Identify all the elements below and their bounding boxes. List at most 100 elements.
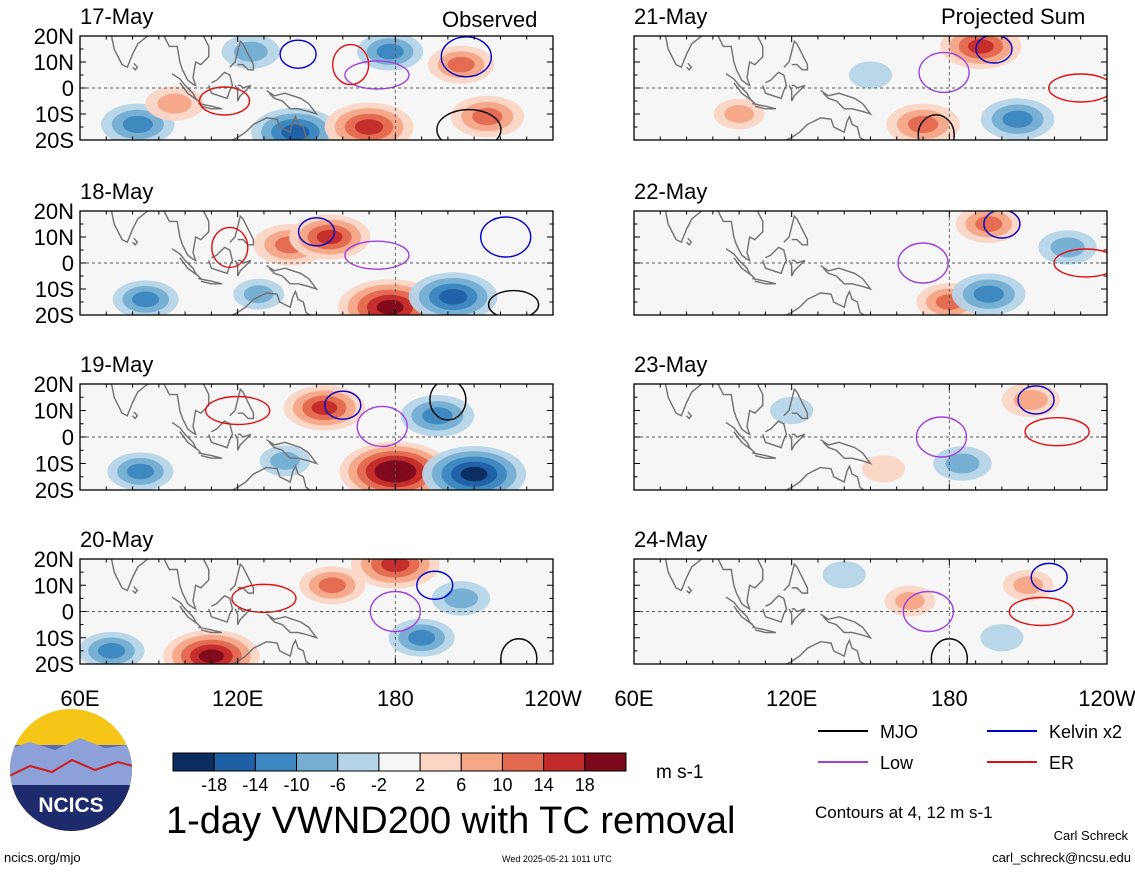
y-tick-label: 20N xyxy=(34,547,74,572)
y-tick-label: 0 xyxy=(62,425,74,450)
colorbar-tick-label: -6 xyxy=(330,775,346,795)
contour-kelvin-x2 xyxy=(297,217,336,247)
colorbar-tick-label: 14 xyxy=(534,775,554,795)
coastline xyxy=(229,387,255,420)
coastline xyxy=(725,73,756,105)
site-url[interactable]: ncics.org/mjo xyxy=(4,850,81,865)
map-panel-17-May xyxy=(80,36,553,140)
anomaly-blob xyxy=(443,588,479,609)
colorbar-swatch xyxy=(543,752,586,772)
coastline xyxy=(686,237,693,246)
observed-label: Observed xyxy=(442,7,538,32)
coastline xyxy=(266,439,319,465)
contour-er xyxy=(211,226,249,269)
coastline xyxy=(752,626,777,634)
colorbar-swatch xyxy=(337,752,380,772)
coastline xyxy=(230,289,312,315)
coastline xyxy=(725,421,756,454)
anomaly-blob xyxy=(1013,576,1043,595)
coastline xyxy=(230,464,312,490)
contour-low xyxy=(918,51,970,94)
ncics-logo: NCICS xyxy=(10,709,132,831)
projected-label: Projected Sum xyxy=(941,4,1086,29)
anomaly-blob xyxy=(281,124,310,140)
anomaly-blob xyxy=(1013,389,1048,410)
y-tick-label: 20S xyxy=(35,128,74,153)
coastline xyxy=(234,608,252,625)
coastline xyxy=(234,259,252,277)
contour-kelvin-x2 xyxy=(975,36,1013,64)
contour-kelvin-x2 xyxy=(983,211,1021,239)
coastline xyxy=(132,62,139,71)
legend-label: Low xyxy=(880,753,914,773)
anomaly-blob xyxy=(472,108,503,126)
map-panel-24-May xyxy=(634,559,1107,664)
panel-date-label: 23-May xyxy=(634,352,707,377)
author-email[interactable]: carl_schreck@ncsu.edu xyxy=(992,850,1131,865)
coastline xyxy=(198,626,223,634)
colorbar-tick-label: 18 xyxy=(575,775,595,795)
contour-er xyxy=(204,395,271,426)
colorbar-tick-label: 2 xyxy=(415,775,425,795)
anomaly-blob xyxy=(122,115,153,133)
contour-mjo xyxy=(436,108,502,140)
coastline xyxy=(725,596,756,628)
anomaly-blob xyxy=(243,285,274,304)
anomaly-blob xyxy=(132,291,160,308)
anomaly-blob xyxy=(198,649,224,663)
coastline xyxy=(686,62,693,71)
y-tick-label: 10N xyxy=(34,573,74,598)
units-label: m s-1 xyxy=(656,762,704,783)
y-tick-label: 10N xyxy=(34,399,74,424)
anomaly-blob xyxy=(822,561,866,589)
anomaly-blob xyxy=(980,624,1024,652)
panel-date-label: 20-May xyxy=(80,527,153,552)
anomaly-blob xyxy=(408,629,436,646)
map-panel-22-May xyxy=(634,211,1107,315)
anomaly-blob xyxy=(233,41,268,62)
coastline xyxy=(171,596,202,628)
coastline xyxy=(110,36,210,87)
colorbar-swatch xyxy=(460,752,503,772)
y-tick-label: 0 xyxy=(62,600,74,625)
anomaly-blob xyxy=(1002,110,1033,128)
map-panel-19-May xyxy=(80,384,553,490)
panel-date-label: 17-May xyxy=(80,4,153,29)
anomaly-blob xyxy=(724,105,754,123)
coastline xyxy=(752,102,777,110)
coastline xyxy=(266,90,319,116)
anomaly-blob xyxy=(376,299,404,315)
coastline xyxy=(664,36,764,87)
coastline xyxy=(752,277,777,285)
legend-label: ER xyxy=(1049,753,1074,773)
anomaly-blob xyxy=(975,216,1003,232)
anomaly-blob xyxy=(862,455,906,483)
contour-er xyxy=(231,583,297,614)
colorbar-tick-label: 10 xyxy=(492,775,512,795)
y-tick-label: 0 xyxy=(62,76,74,101)
author-name: Carl Schreck xyxy=(1053,828,1128,843)
panel-date-label: 22-May xyxy=(634,179,707,204)
y-tick-label: 10N xyxy=(34,50,74,75)
anomaly-blob xyxy=(967,39,994,54)
anomaly-blob xyxy=(907,115,939,133)
coastline xyxy=(686,586,693,595)
x-tick-label: 60E xyxy=(614,686,653,711)
anomaly-blob xyxy=(447,56,475,73)
anomaly-blob xyxy=(126,463,155,480)
coastline xyxy=(783,562,809,594)
x-tick-label: 120E xyxy=(766,686,817,711)
coastline xyxy=(784,638,866,664)
contour-kelvin-x2 xyxy=(279,39,317,69)
contour-low xyxy=(344,240,410,270)
y-tick-label: 0 xyxy=(62,251,74,276)
coastline xyxy=(198,277,223,285)
coastline xyxy=(664,211,764,262)
coastline xyxy=(725,248,756,280)
timestamp: Wed 2025-05-21 1011 UTC xyxy=(502,854,612,864)
contour-note: Contours at 4, 12 m s-1 xyxy=(815,803,993,822)
colorbar-swatch xyxy=(419,752,462,772)
coastline xyxy=(686,411,693,420)
colorbar-swatch xyxy=(378,752,421,772)
